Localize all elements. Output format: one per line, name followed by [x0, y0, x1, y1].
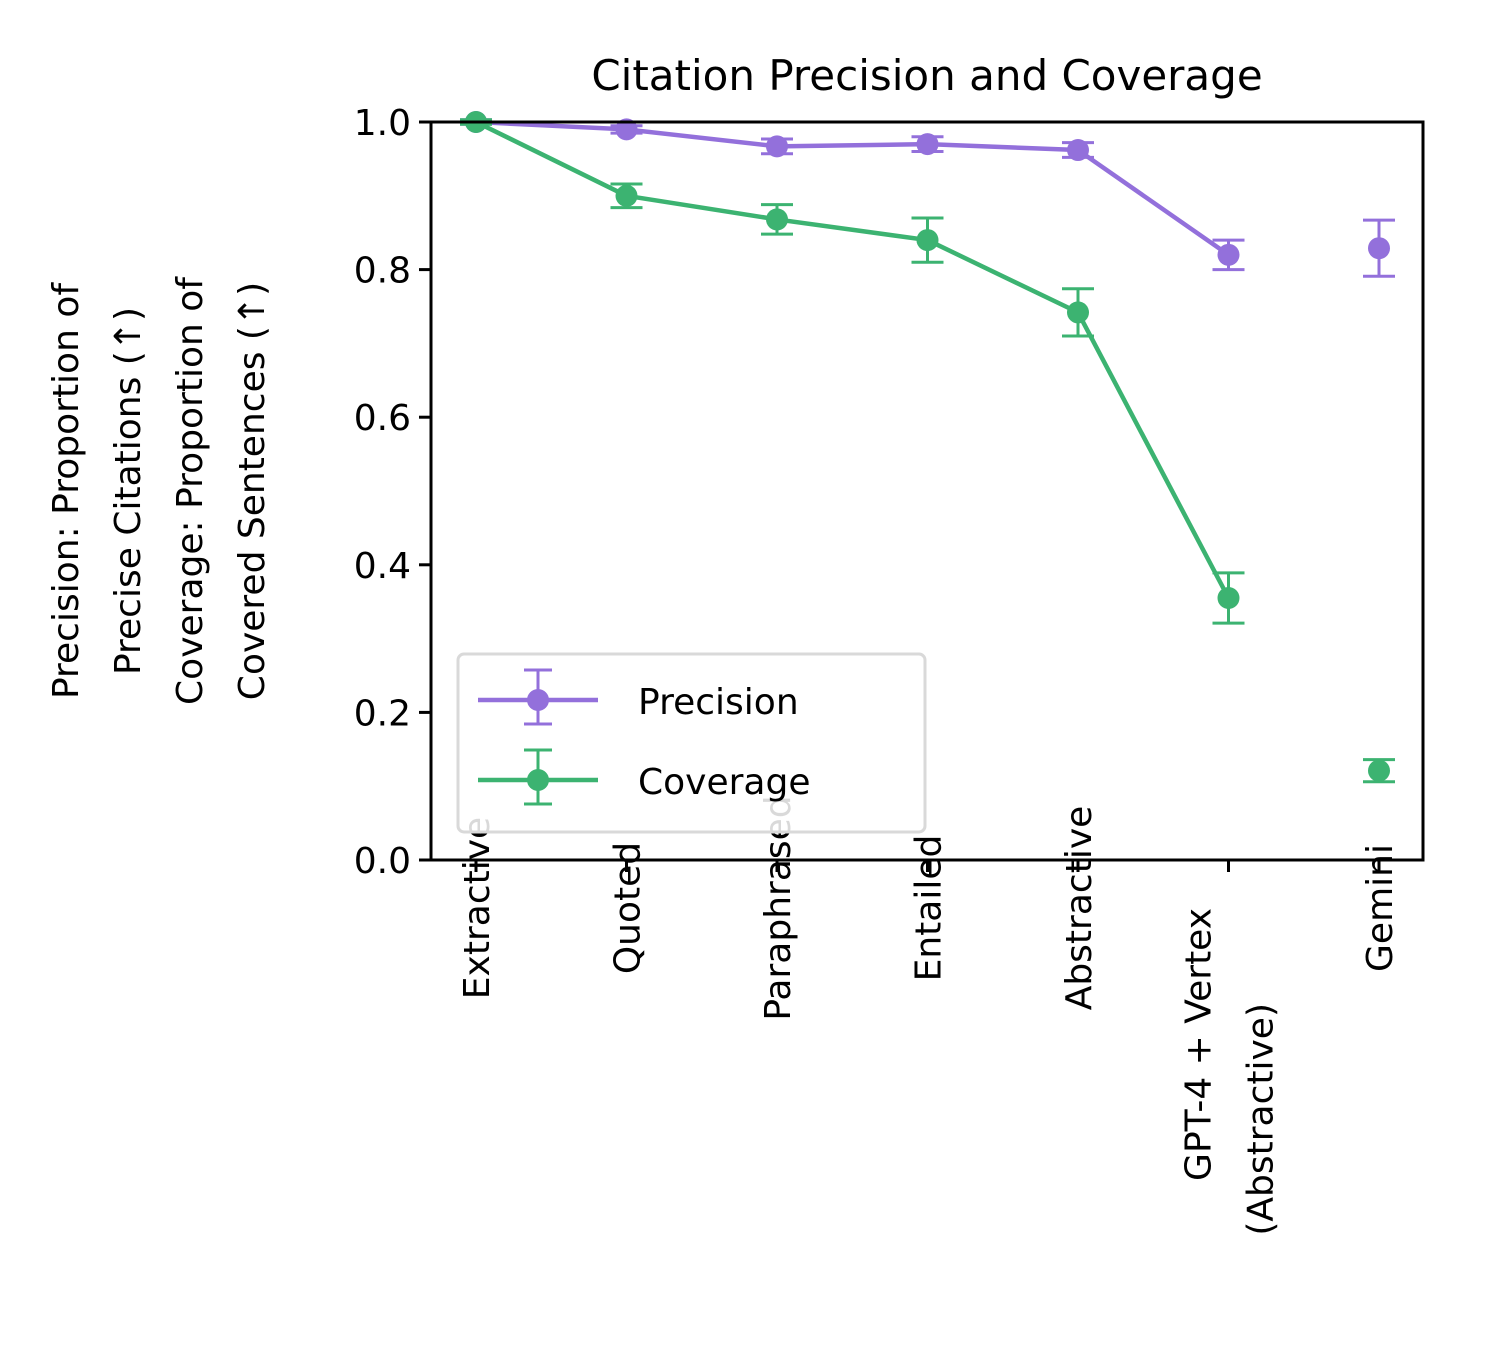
y-tick-label: 0.6 — [354, 398, 411, 439]
series-coverage — [460, 111, 1395, 784]
y-axis-label-line: Covered Sentences (↑) — [232, 282, 273, 700]
x-tick-label: Abstractive — [1059, 806, 1100, 1011]
data-point — [1217, 243, 1240, 266]
data-point — [916, 133, 939, 156]
y-tick-label: 0.2 — [354, 693, 411, 734]
data-point — [1067, 139, 1089, 162]
series-line — [475, 119, 1231, 600]
data-series — [460, 111, 1395, 784]
data-point — [916, 229, 939, 252]
data-point — [615, 118, 638, 141]
plot-frame — [429, 120, 1425, 862]
y-axis-label-line: Coverage: Proportion of — [170, 276, 211, 705]
legend-label: Precision — [638, 682, 799, 723]
y-tick-label: 0.8 — [354, 251, 411, 292]
x-tick-label: Gemini — [1360, 844, 1401, 972]
data-point — [1368, 237, 1390, 260]
legend-marker — [527, 689, 549, 711]
legend-label: Coverage — [638, 762, 810, 803]
data-point — [1217, 587, 1240, 610]
x-tick-label: Quoted — [608, 842, 649, 974]
legend-entry-coverage: Coverage — [478, 748, 810, 806]
x-tick-label: Extractive — [457, 817, 498, 999]
y-tick-label: 1.0 — [354, 103, 411, 144]
x-tick-label: Entailed — [909, 835, 950, 982]
legend-marker — [527, 769, 549, 791]
x-tick-label: GPT-4 + Vertex (Abstractive) — [1179, 908, 1282, 1236]
chart-title: Citation Precision and Coverage — [591, 51, 1262, 100]
data-point — [766, 135, 788, 158]
data-point — [1067, 301, 1089, 324]
y-axis-label-line: Precise Citations (↑) — [108, 307, 149, 675]
y-tick-label: 0.0 — [354, 841, 411, 882]
data-point — [766, 208, 788, 231]
data-point — [615, 184, 638, 207]
data-point — [1368, 759, 1390, 782]
y-tick-label: 0.4 — [354, 546, 411, 587]
legend: Precision Coverage — [456, 652, 927, 834]
legend-entry-precision: Precision — [478, 668, 799, 726]
y-axis-label-line: Precision: Proportion of — [46, 282, 87, 699]
y-axis-label: Precision: Proportion of Precise Citation… — [46, 276, 273, 705]
series-line — [475, 119, 1230, 257]
